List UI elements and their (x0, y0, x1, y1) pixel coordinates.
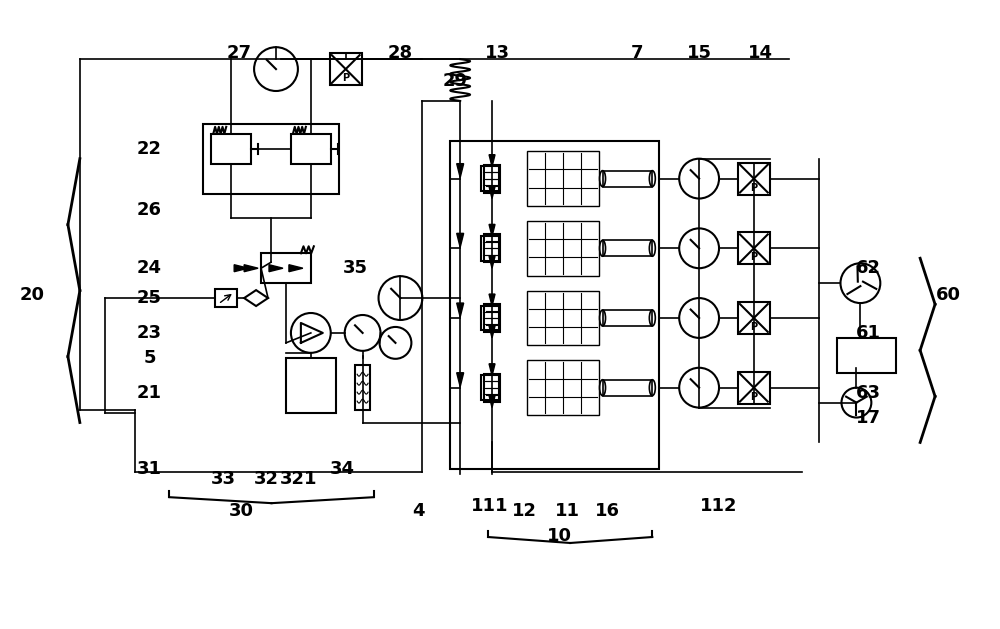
Text: 17: 17 (856, 409, 881, 426)
Bar (738, 302, 770, 334)
Polygon shape (489, 326, 495, 338)
Bar (481, 306, 499, 330)
Text: 5: 5 (143, 349, 156, 367)
Text: 62: 62 (856, 259, 881, 277)
Text: P: P (750, 322, 757, 332)
Text: 28: 28 (388, 44, 413, 62)
Text: 29: 29 (443, 72, 468, 90)
Bar (481, 166, 499, 191)
Polygon shape (234, 265, 248, 272)
Text: P: P (750, 182, 757, 192)
Polygon shape (489, 155, 495, 167)
Text: 22: 22 (137, 140, 162, 158)
Bar (291, 134, 331, 164)
Bar (286, 358, 336, 413)
Bar (603, 310, 652, 326)
Text: 321: 321 (280, 470, 318, 488)
Bar (330, 53, 362, 85)
Text: 15: 15 (687, 44, 712, 62)
Bar (527, 221, 599, 276)
Bar (527, 291, 599, 345)
Text: 30: 30 (229, 502, 254, 520)
Bar (484, 165, 500, 192)
Polygon shape (489, 187, 495, 199)
Bar (603, 380, 652, 396)
Bar (738, 372, 770, 404)
Bar (215, 289, 237, 307)
Polygon shape (269, 265, 283, 272)
Bar (481, 236, 499, 261)
Polygon shape (289, 265, 303, 272)
Bar (837, 338, 896, 373)
Text: 13: 13 (485, 44, 510, 62)
Text: 27: 27 (227, 44, 252, 62)
Text: 11: 11 (555, 502, 580, 520)
Bar (484, 374, 500, 401)
Polygon shape (457, 233, 464, 247)
Text: 25: 25 (137, 289, 162, 307)
Text: P: P (750, 392, 757, 402)
Bar (211, 134, 251, 164)
Bar (484, 304, 500, 332)
Text: 14: 14 (748, 44, 773, 62)
Bar (527, 151, 599, 206)
Text: 111: 111 (471, 497, 509, 515)
Polygon shape (244, 265, 258, 272)
Bar (603, 170, 652, 187)
Polygon shape (457, 303, 464, 317)
Text: 63: 63 (856, 384, 881, 402)
Text: 4: 4 (412, 502, 425, 520)
Bar (203, 124, 339, 194)
Text: 24: 24 (137, 259, 162, 277)
Bar (738, 232, 770, 264)
Text: 32: 32 (254, 470, 279, 488)
Text: 61: 61 (856, 324, 881, 342)
Polygon shape (489, 396, 495, 408)
Polygon shape (244, 290, 268, 306)
Polygon shape (489, 294, 495, 306)
Text: 31: 31 (137, 460, 162, 478)
Bar (603, 240, 652, 256)
Text: 60: 60 (936, 286, 961, 304)
Text: 112: 112 (700, 497, 738, 515)
Bar (355, 365, 370, 410)
Text: 20: 20 (20, 286, 45, 304)
Polygon shape (457, 164, 464, 177)
Text: 10: 10 (547, 527, 572, 545)
Polygon shape (489, 256, 495, 268)
Text: 33: 33 (211, 470, 236, 488)
Bar (484, 235, 500, 262)
Text: P: P (750, 252, 757, 262)
Polygon shape (489, 364, 495, 376)
Text: 23: 23 (137, 324, 162, 342)
Bar (481, 376, 499, 400)
Bar (450, 141, 659, 469)
Text: 35: 35 (343, 259, 368, 277)
Text: 12: 12 (512, 502, 537, 520)
Text: 26: 26 (137, 201, 162, 220)
Text: P: P (342, 73, 349, 83)
Text: 34: 34 (330, 460, 355, 478)
Polygon shape (489, 225, 495, 237)
Text: 7: 7 (631, 44, 644, 62)
Bar (261, 253, 311, 283)
Bar (738, 163, 770, 194)
Text: 21: 21 (137, 384, 162, 402)
Bar (527, 360, 599, 415)
Text: 16: 16 (595, 502, 620, 520)
Polygon shape (457, 373, 464, 387)
